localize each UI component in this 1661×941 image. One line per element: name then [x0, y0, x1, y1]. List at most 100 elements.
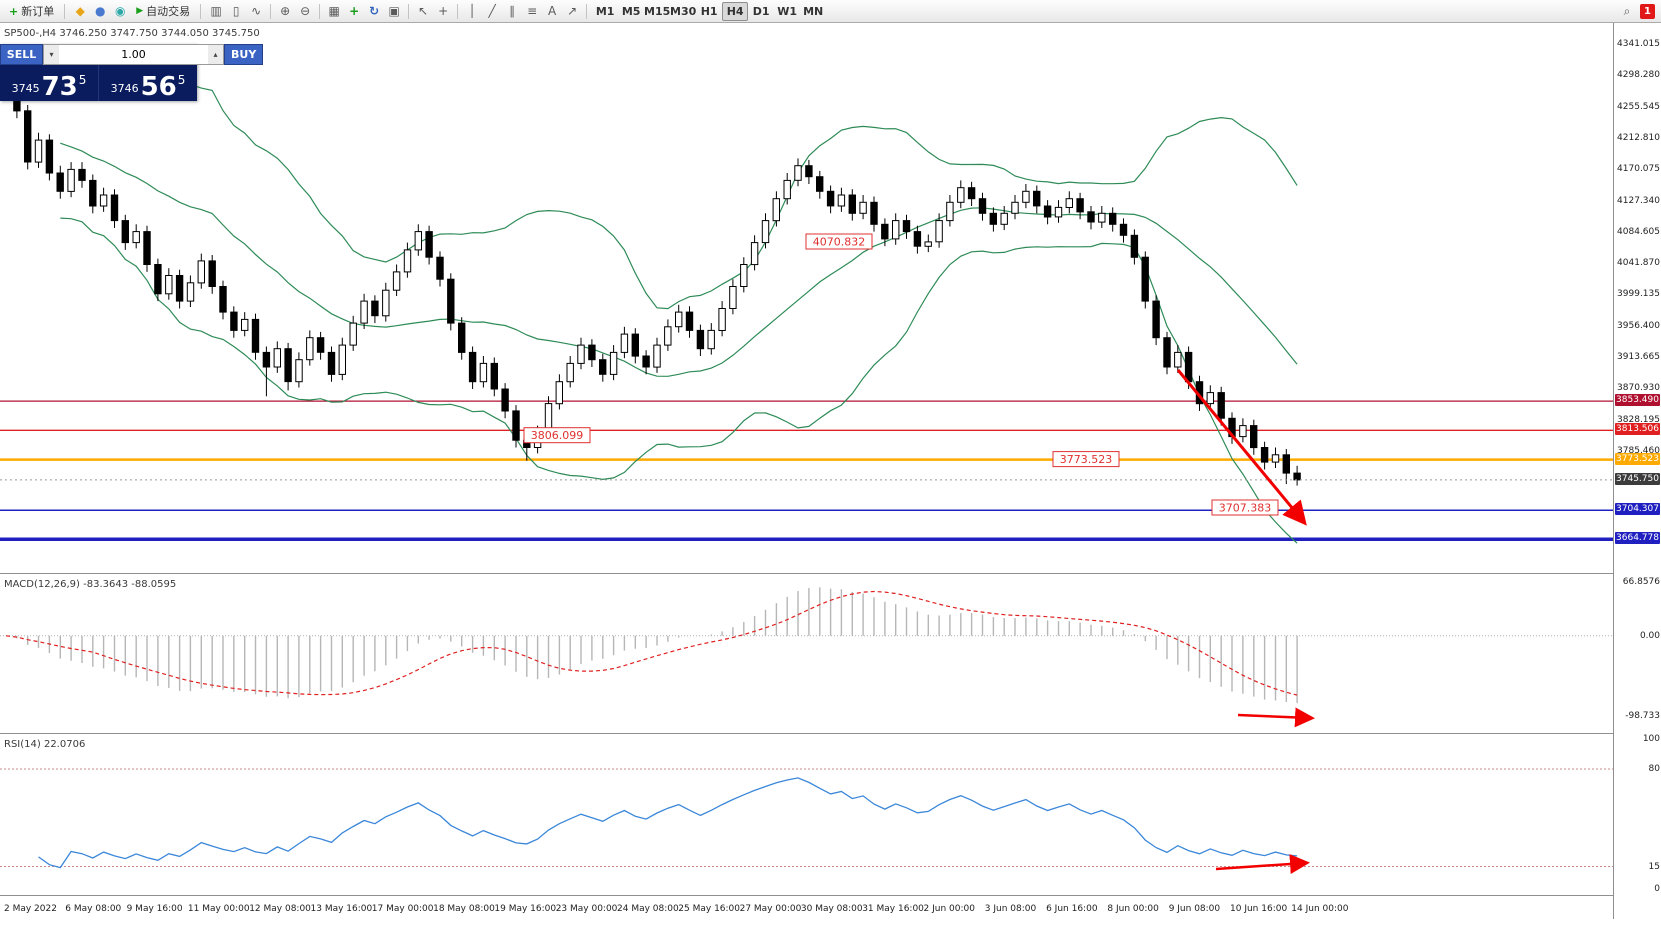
buy-price-big: 56: [140, 72, 177, 102]
svg-text:3773.523: 3773.523: [1060, 453, 1113, 466]
time-label: 27 May 00:00: [739, 904, 802, 914]
time-label: 12 May 08:00: [249, 904, 311, 914]
tile-windows-icon[interactable]: ▦: [328, 4, 340, 18]
toolbar-divider: [586, 3, 588, 19]
timeframe-m30-button[interactable]: M30: [670, 2, 696, 21]
chart-template-icon[interactable]: ▣: [388, 4, 400, 18]
indicators-icon[interactable]: +: [349, 4, 360, 18]
trendline-icon[interactable]: ╱: [488, 4, 496, 18]
macd-panel[interactable]: [0, 575, 1613, 733]
crosshair-icon[interactable]: +: [438, 4, 449, 18]
time-label: 9 May 16:00: [126, 904, 183, 914]
news-icon[interactable]: ◉: [114, 4, 126, 18]
new-order-label: 新订单: [21, 5, 55, 18]
autotrading-play-icon: ▶: [136, 6, 144, 16]
fibonacci-icon[interactable]: ≡: [527, 4, 538, 18]
macd-header: MACD(12,26,9) -83.3643 -88.0595: [4, 579, 177, 590]
buy-price[interactable]: 3746 56 5: [99, 65, 197, 101]
time-label: 24 May 08:00: [617, 904, 679, 914]
time-label: 25 May 16:00: [678, 904, 741, 914]
time-label: 3 Jun 08:00: [984, 904, 1037, 914]
svg-text:3806.099: 3806.099: [531, 429, 584, 442]
toolbar: + 新订单 ◆ ● ◉ ▶ 自动交易 ▥ ▯ ∿ ⊕ ⊖ ▦ + ↻ ▣ ↖ + │ ╱ ∥ ≡ A ↗ M1 M5 M…: [0, 0, 1661, 23]
timeframe-w1-button[interactable]: W1: [774, 2, 800, 21]
time-label: 23 May 00:00: [555, 904, 618, 914]
zoom-in-icon[interactable]: ⊕: [280, 4, 291, 18]
bar-chart-icon[interactable]: ▥: [210, 4, 222, 18]
timeframe-d1-button[interactable]: D1: [748, 2, 774, 21]
new-order-button[interactable]: + 新订单: [4, 2, 59, 21]
timeframe-m1-button[interactable]: M1: [592, 2, 618, 21]
time-label: 2 May 2022: [4, 904, 57, 914]
buy-price-prefix: 3746: [110, 82, 139, 95]
time-label: 13 May 16:00: [310, 904, 373, 914]
autotrading-button[interactable]: ▶ 自动交易: [131, 2, 195, 21]
time-label: 10 Jun 16:00: [1230, 904, 1288, 914]
buy-price-sup: 5: [177, 73, 186, 87]
time-label: 18 May 08:00: [433, 904, 495, 914]
sell-price-sup: 5: [78, 73, 87, 87]
time-label: 8 Jun 00:00: [1107, 904, 1159, 914]
buy-button[interactable]: BUY: [224, 44, 264, 65]
toolbar-divider: [270, 3, 272, 19]
trade-panel-prices: 3745 73 5 3746 56 5: [0, 65, 197, 101]
time-label: 6 May 08:00: [65, 904, 122, 914]
symbol-ohlc-header: SP500-,H4 3746.250 3747.750 3744.050 374…: [4, 28, 260, 39]
toolbar-divider: [64, 3, 66, 19]
time-label: 30 May 08:00: [800, 904, 863, 914]
volume-increase-button[interactable]: ▴: [208, 45, 223, 64]
zoom-out-icon[interactable]: ⊖: [300, 4, 311, 18]
line-chart-icon[interactable]: ∿: [251, 4, 262, 18]
timeframe-h1-button[interactable]: H1: [696, 2, 722, 21]
panel-separator[interactable]: [0, 733, 1613, 734]
profile-icon[interactable]: ●: [94, 4, 106, 18]
trade-panel-controls: SELL ▾ ▴ BUY: [0, 44, 264, 65]
toolbar-divider: [200, 3, 202, 19]
autotrading-label: 自动交易: [146, 5, 191, 18]
timeframe-m5-button[interactable]: M5: [618, 2, 644, 21]
panel-separator[interactable]: [0, 573, 1613, 574]
toolbar-divider: [319, 3, 321, 19]
candlestick-chart-icon[interactable]: ▯: [232, 4, 240, 18]
arrow-objects-icon[interactable]: ↗: [567, 4, 578, 18]
time-label: 17 May 00:00: [371, 904, 434, 914]
toolbar-divider: [408, 3, 410, 19]
time-label: 19 May 16:00: [494, 904, 557, 914]
channel-icon[interactable]: ∥: [509, 4, 516, 18]
time-axis[interactable]: 2 May 2022 6 May 08:00 9 May 16:00 11 May 0…: [0, 896, 1613, 919]
rsi-panel[interactable]: [0, 735, 1613, 895]
time-label: 31 May 16:00: [862, 904, 924, 914]
time-label: 9 Jun 08:00: [1168, 904, 1221, 914]
volume-input[interactable]: [59, 45, 208, 64]
text-icon[interactable]: A: [548, 4, 557, 18]
svg-text:4070.832: 4070.832: [813, 236, 866, 249]
time-label: 14 Jun 00:00: [1291, 904, 1349, 914]
volume-stepper: ▾ ▴: [43, 44, 224, 65]
timeframe-m15-button[interactable]: M15: [644, 2, 670, 21]
price-axis[interactable]: 4341.015 4298.280 4255.545 4212.810 4170.075…: [1613, 23, 1661, 919]
cursor-icon[interactable]: ↖: [418, 4, 429, 18]
sell-button[interactable]: SELL: [0, 44, 43, 65]
panel-separator: [0, 895, 1613, 896]
timeframe-mn-button[interactable]: MN: [800, 2, 826, 21]
time-label: 11 May 00:00: [187, 904, 250, 914]
sell-price[interactable]: 3745 73 5: [0, 65, 99, 101]
time-label: 2 Jun 00:00: [923, 904, 975, 914]
time-label: 6 Jun 16:00: [1046, 904, 1098, 914]
refresh-icon[interactable]: ↻: [369, 4, 380, 18]
svg-text:3707.383: 3707.383: [1219, 502, 1272, 515]
search-icon[interactable]: ⌕: [1623, 3, 1631, 18]
main-chart[interactable]: 3806.099 4070.832 3773.523 3707.383: [0, 23, 1613, 550]
mql5-market-icon[interactable]: ◆: [75, 4, 85, 18]
volume-decrease-button[interactable]: ▾: [44, 45, 59, 64]
new-order-icon: +: [9, 4, 19, 18]
toolbar-divider: [457, 3, 459, 19]
chart-area: 3806.099 4070.832 3773.523 3707.383 4341.01…: [0, 23, 1661, 941]
timeframe-h4-button[interactable]: H4: [722, 1, 749, 21]
notification-badge[interactable]: 1: [1640, 3, 1655, 19]
sell-price-prefix: 3745: [11, 82, 40, 95]
vertical-line-icon[interactable]: │: [468, 4, 476, 18]
sell-price-big: 73: [41, 72, 78, 102]
